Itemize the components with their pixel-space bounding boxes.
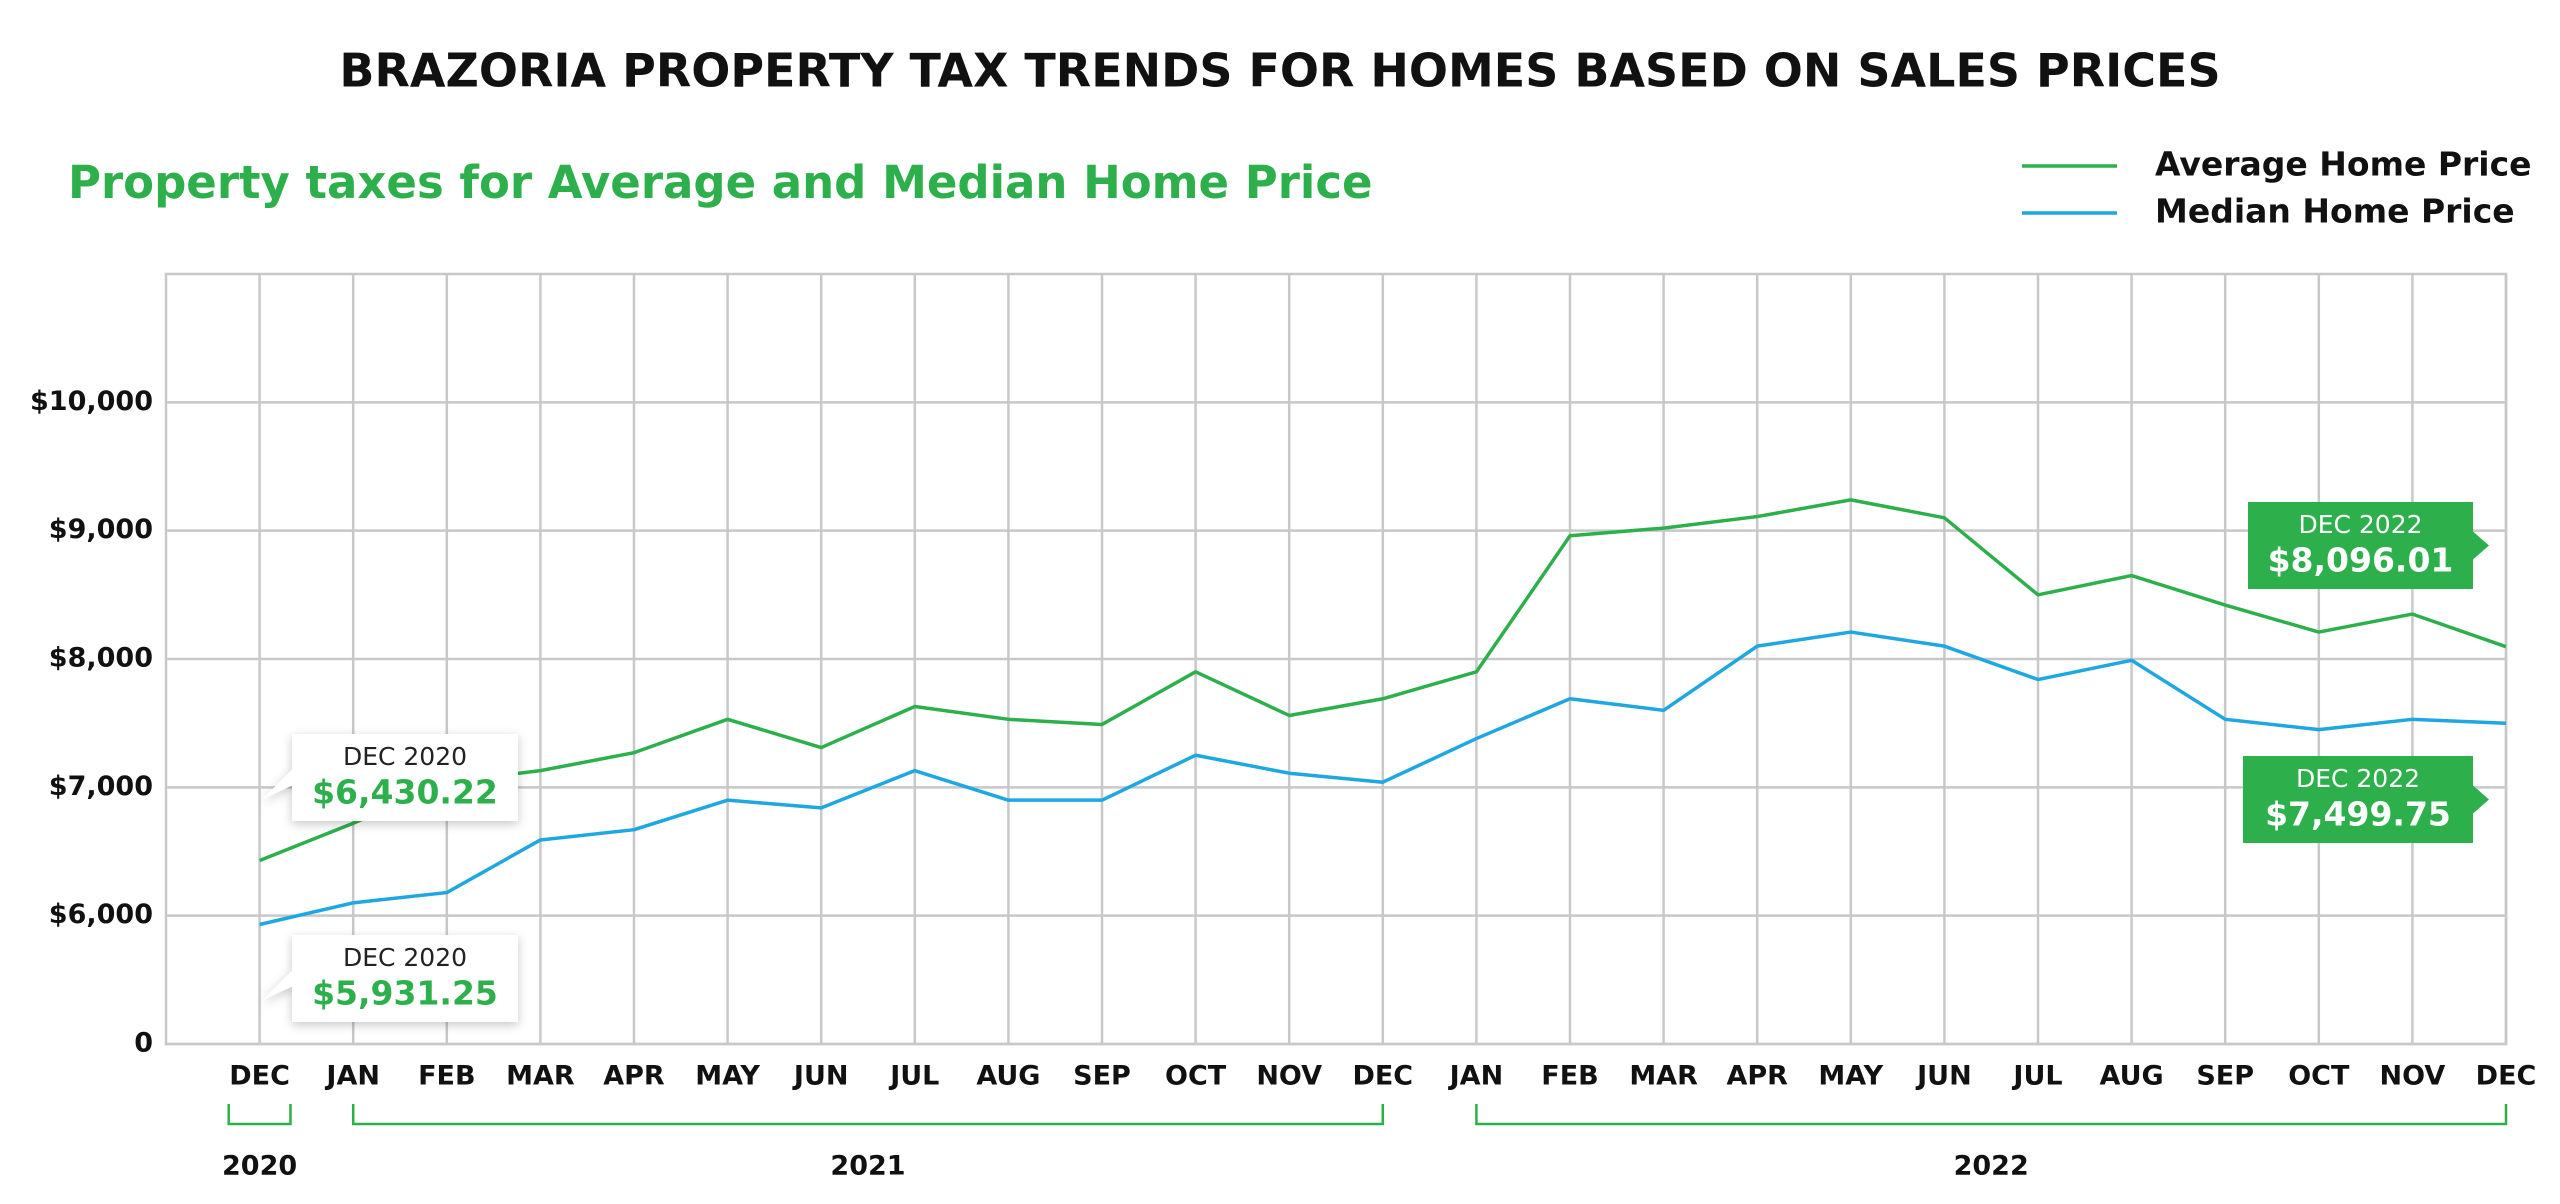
legend-label: Median Home Price [2155, 192, 2515, 231]
y-tick-label: $9,000 [49, 514, 153, 545]
x-tick-label: OCT [2288, 1061, 2350, 1092]
callout-box [2243, 756, 2489, 843]
x-tick-label: APR [603, 1061, 665, 1092]
y-tick-label: $10,000 [30, 386, 153, 417]
x-tick-label: APR [1726, 1061, 1788, 1092]
x-tick-label: MAY [1818, 1061, 1883, 1092]
callout-box [262, 734, 518, 821]
x-tick-label: SEP [1073, 1061, 1131, 1092]
callout-title: DEC 2022 [2298, 510, 2422, 539]
x-tick-label: AUG [2100, 1061, 2164, 1092]
x-tick-label: NOV [2380, 1061, 2446, 1092]
x-tick-label: SEP [2196, 1061, 2254, 1092]
chart-subtitle: Property taxes for Average and Median Ho… [68, 156, 1373, 209]
x-tick-label: JUL [888, 1061, 939, 1092]
series-line [259, 630, 2507, 927]
chart-title: BRAZORIA PROPERTY TAX TRENDS FOR HOMES B… [339, 44, 2220, 98]
x-tick-label: JAN [1448, 1061, 1504, 1092]
year-label: 2021 [830, 1151, 905, 1182]
callout-value: $5,931.25 [312, 974, 498, 1013]
x-tick-label: DEC [2476, 1061, 2537, 1092]
callout-value: $6,430.22 [312, 773, 498, 812]
callout-value: $8,096.01 [2268, 541, 2454, 580]
year-bracket [1475, 1104, 2508, 1126]
x-tick-label: MAY [695, 1061, 760, 1092]
x-tick-label: JUN [1915, 1061, 1972, 1092]
x-tick-label: MAR [1629, 1061, 1698, 1092]
x-tick-label: DEC [1352, 1061, 1413, 1092]
callout-title: DEC 2020 [343, 943, 467, 972]
year-label: 2020 [222, 1151, 297, 1182]
y-tick-label: $6,000 [49, 899, 153, 930]
callout-box [2248, 502, 2489, 589]
legend-label: Average Home Price [2155, 145, 2532, 184]
x-tick-label: DEC [229, 1061, 290, 1092]
y-tick-label: $7,000 [49, 771, 153, 802]
callout-title: DEC 2020 [343, 742, 467, 771]
callout-box [262, 935, 518, 1022]
x-tick-label: JAN [324, 1061, 380, 1092]
y-tick-label: $8,000 [49, 643, 153, 674]
x-tick-label: AUG [976, 1061, 1040, 1092]
x-tick-label: FEB [1541, 1061, 1598, 1092]
year-label: 2022 [1954, 1151, 2029, 1182]
x-tick-label: MAR [506, 1061, 575, 1092]
x-tick-label: JUL [2011, 1061, 2062, 1092]
y-tick-label: 0 [134, 1028, 153, 1059]
series-line [258, 498, 2507, 863]
callout-title: DEC 2022 [2296, 764, 2420, 793]
x-tick-label: FEB [418, 1061, 475, 1092]
x-tick-label: NOV [1256, 1061, 1322, 1092]
x-tick-label: OCT [1165, 1061, 1227, 1092]
year-bracket [227, 1104, 292, 1126]
callout-value: $7,499.75 [2265, 795, 2451, 834]
year-bracket [351, 1104, 1385, 1126]
x-tick-label: JUN [792, 1061, 849, 1092]
